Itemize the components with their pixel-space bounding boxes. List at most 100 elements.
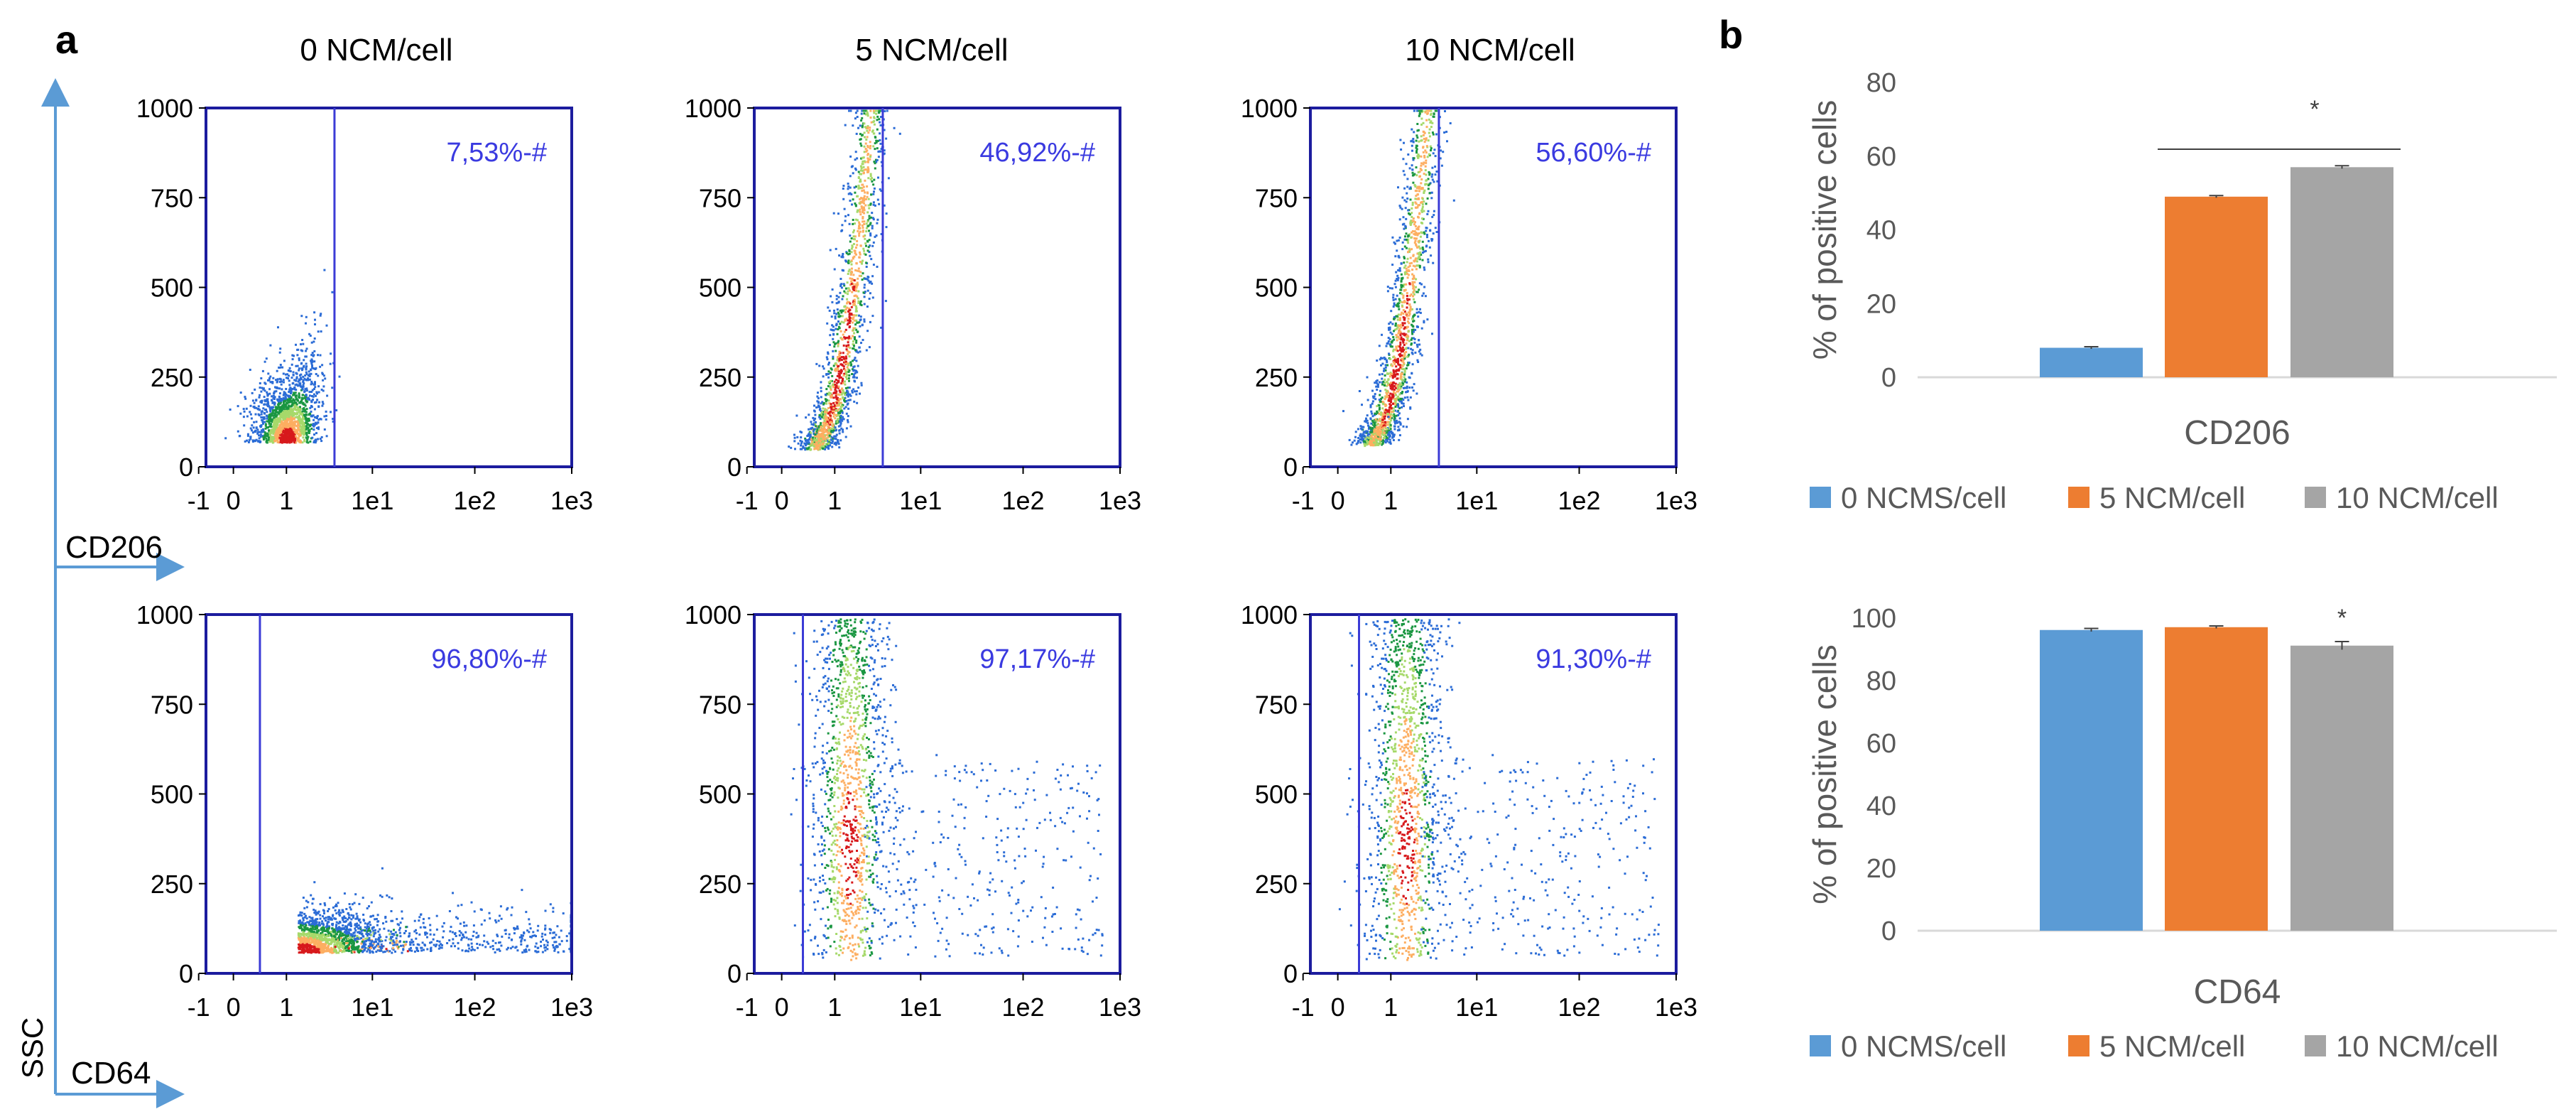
flow-cd64-0-xtick: 1e3: [550, 993, 593, 1022]
bar-cd64-ytick: 40: [1866, 791, 1896, 821]
bar-cd206-legend-label-1: 5 NCM/cell: [2099, 481, 2245, 514]
flow-cd64-5-xtick: 0: [775, 993, 789, 1022]
panel-label-a: a: [55, 17, 78, 62]
bar-cd206-legend-swatch-0: [1810, 487, 1831, 508]
flow-cd64-5-ytick: 750: [699, 690, 741, 719]
flow-cd206-5-ytick: 0: [727, 453, 741, 482]
column-header-5: 5 NCM/cell: [855, 33, 1008, 67]
bar-cd206-ytick: 40: [1866, 216, 1896, 246]
bar-cd206-ytick: 80: [1866, 68, 1896, 98]
flow-cd206-10-xtick: 1e3: [1655, 486, 1697, 515]
flow-cd206-10-ytick: 500: [1255, 274, 1298, 303]
bar-cd206-ylabel: % of positive cells: [1806, 100, 1843, 360]
bar-cd206-bar-0: [2040, 347, 2143, 377]
flow-cd64-10: 91,30%-# 0 250 500 750 1000 -1 0 1 1e1 1e2 1e3: [1241, 600, 1697, 1022]
bar-chart-cd64: 0 20 40 60 80 100 % of positive cells * CD64 0 NC…: [1806, 604, 2557, 1063]
flow-cd64-10-ytick: 750: [1255, 690, 1298, 719]
flow-cd64-0-ytick: 0: [179, 959, 193, 988]
flow-cd64-10-xtick: 1e3: [1655, 993, 1697, 1022]
flow-cd206-5-ytick: 250: [699, 363, 741, 392]
flow-cd64-5-ytick: 1000: [685, 600, 741, 629]
bar-cd64-significance: *: [2337, 605, 2347, 632]
flow-cd206-0-xtick: 1e3: [550, 486, 593, 515]
flow-cd64-10-ytick: 500: [1255, 780, 1298, 809]
bar-cd64-bar-2: [2290, 645, 2393, 931]
flow-cd64-5-gate-percent: 97,17%-#: [979, 644, 1095, 674]
flow-cd64-5-events: [790, 618, 1104, 961]
bar-cd206-legend-label-0: 0 NCMS/cell: [1841, 481, 2006, 514]
bar-cd64-legend-swatch-0: [1810, 1035, 1831, 1056]
bar-cd64-xlabel: CD64: [2194, 973, 2281, 1011]
flow-cd206-5-xtick: 1e3: [1099, 486, 1141, 515]
flow-cd206-10-xtick: 1: [1384, 486, 1398, 515]
flow-cd206-10-ytick: 0: [1283, 453, 1298, 482]
bar-cd64-legend-label-1: 5 NCM/cell: [2099, 1029, 2245, 1063]
bar-cd64-legend-label-0: 0 NCMS/cell: [1841, 1029, 2006, 1063]
flow-cd206-10: 56,60%-# 0 250 500 750 1000 -1 0 1 1e1 1e2 1e3: [1241, 94, 1697, 515]
flow-cd64-5-ytick: 500: [699, 780, 741, 809]
bar-cd64-bar-0: [2040, 629, 2143, 931]
flow-cd206-5-events: [788, 109, 901, 451]
flow-cd64-0-xtick: 1e1: [351, 993, 393, 1022]
flow-cd64-10-ytick: 1000: [1241, 600, 1298, 629]
bar-cd206-ytick: 20: [1866, 289, 1896, 319]
flow-cd206-0-ytick: 750: [151, 183, 193, 212]
flow-cd206-0-ytick: 0: [179, 453, 193, 482]
bar-cd64-ytick: 80: [1866, 666, 1896, 696]
flow-cd64-0-gate-percent: 96,80%-#: [431, 644, 547, 674]
flow-cd206-10-gate-percent: 56,60%-#: [1536, 138, 1651, 168]
flow-cd206-0-ytick: 250: [151, 363, 193, 392]
flow-cd64-10-ytick: 0: [1283, 959, 1298, 988]
flow-cd206-0-xtick: 1e2: [453, 486, 496, 515]
column-header-10: 10 NCM/cell: [1405, 33, 1575, 67]
flow-cd206-5-xtick: 1: [827, 486, 842, 515]
bar-cd206-legend-label-2: 10 NCM/cell: [2336, 481, 2499, 514]
flow-cd206-10-ytick: 250: [1255, 363, 1298, 392]
bar-cd64-ytick: 20: [1866, 854, 1896, 884]
bar-cd206-xlabel: CD206: [2184, 414, 2290, 452]
bar-cd206-legend-swatch-1: [2068, 487, 2089, 508]
flow-cd64-0: 96,80%-# 0 250 500 750 1000 -1 0 1 1e1 1e2 1e3: [136, 600, 593, 1022]
flow-cd64-10-gate-percent: 91,30%-#: [1536, 644, 1651, 674]
bar-cd64-ytick: 0: [1881, 917, 1896, 946]
flow-cd64-0-xtick: 1: [279, 993, 293, 1022]
cd206-label: CD206: [65, 530, 163, 565]
bar-cd206-bar-1: [2165, 196, 2268, 377]
flow-cd206-5-xtick: 0: [775, 486, 789, 515]
flow-cd206-0-xtick: -1: [188, 486, 210, 515]
flow-cd64-10-events: [1338, 618, 1660, 961]
bar-cd206-significance: *: [2310, 96, 2319, 123]
flow-cd206-10-xtick: -1: [1292, 486, 1315, 515]
flow-cd64-0-xtick: -1: [188, 993, 210, 1022]
flow-cd64-5-xtick: 1: [827, 993, 842, 1022]
bar-cd206-ytick: 60: [1866, 142, 1896, 172]
flow-cd206-10-xtick: 1e1: [1455, 486, 1498, 515]
bar-cd64-ylabel: % of positive cells: [1806, 644, 1843, 904]
bar-cd64-legend-label-2: 10 NCM/cell: [2336, 1029, 2499, 1063]
bar-cd64-ytick: 60: [1866, 729, 1896, 759]
flow-cd206-5-xtick: 1e2: [1001, 486, 1044, 515]
flow-cd64-5-xtick: -1: [736, 993, 759, 1022]
flow-cd206-5-ytick: 500: [699, 274, 741, 303]
flow-cd64-10-xtick: 0: [1331, 993, 1345, 1022]
flow-cd64-5: 97,17%-# 0 250 500 750 1000 -1 0 1 1e1 1e2 1e3: [685, 600, 1141, 1022]
flow-cd206-10-xtick: 0: [1331, 486, 1345, 515]
flow-cd64-10-xtick: -1: [1292, 993, 1315, 1022]
flow-cd64-10-xtick: 1: [1384, 993, 1398, 1022]
flow-cd206-0-ytick: 1000: [136, 94, 193, 123]
flow-cd64-0-ytick: 500: [151, 780, 193, 809]
flow-cd206-10-events: [1342, 109, 1455, 448]
flow-cd64-5-xtick: 1e3: [1099, 993, 1141, 1022]
flow-cd64-10-xtick: 1e1: [1455, 993, 1498, 1022]
bar-cd64-ytick: 100: [1852, 604, 1896, 634]
bar-chart-cd206: 0 20 40 60 80 % of positive cells * CD206 0 NCMS…: [1806, 68, 2557, 514]
panel-label-b: b: [1719, 12, 1743, 57]
flow-cd206-0-gate-percent: 7,53%-#: [446, 138, 547, 168]
bar-cd206-ytick: 0: [1881, 363, 1896, 393]
bar-cd206-bar-2: [2290, 167, 2393, 377]
flow-cd64-10-ytick: 250: [1255, 870, 1298, 899]
flow-cd206-5-ytick: 750: [699, 183, 741, 212]
flow-cd206-5-gate-percent: 46,92%-#: [979, 138, 1095, 168]
